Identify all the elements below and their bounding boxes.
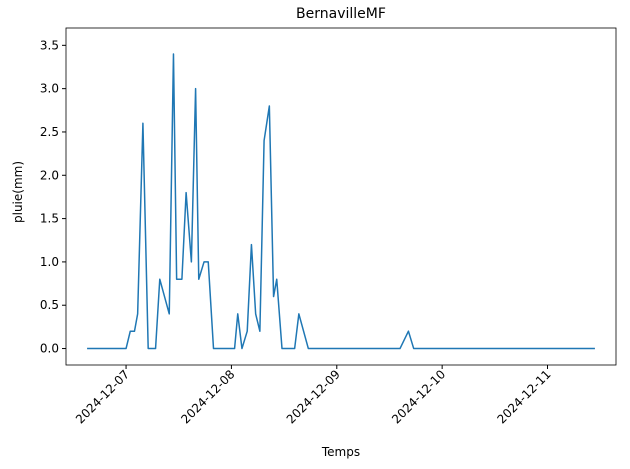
- y-tick-label: 2.0: [40, 168, 59, 182]
- x-tick-label: 2024-12-09: [284, 367, 343, 426]
- y-tick-label: 1.5: [40, 212, 59, 226]
- y-axis-label: pluie(mm): [11, 161, 25, 223]
- y-tick-label: 0.5: [40, 298, 59, 312]
- x-tick-label: 2024-12-10: [389, 367, 448, 426]
- x-tick-label: 2024-12-08: [178, 367, 237, 426]
- y-tick-label: 0.0: [40, 342, 59, 356]
- x-tick-label: 2024-12-07: [73, 367, 132, 426]
- plot-frame: [65, 27, 617, 366]
- y-tick-label: 1.0: [40, 255, 59, 269]
- line-series: [87, 53, 595, 350]
- x-axis-label: Temps: [321, 445, 360, 459]
- y-tick-label: 3.0: [40, 82, 59, 96]
- y-tick-label: 2.5: [40, 125, 59, 139]
- x-tick-label: 2024-12-11: [494, 367, 553, 426]
- y-tick-label: 3.5: [40, 38, 59, 52]
- chart-title: BernavilleMF: [296, 6, 386, 22]
